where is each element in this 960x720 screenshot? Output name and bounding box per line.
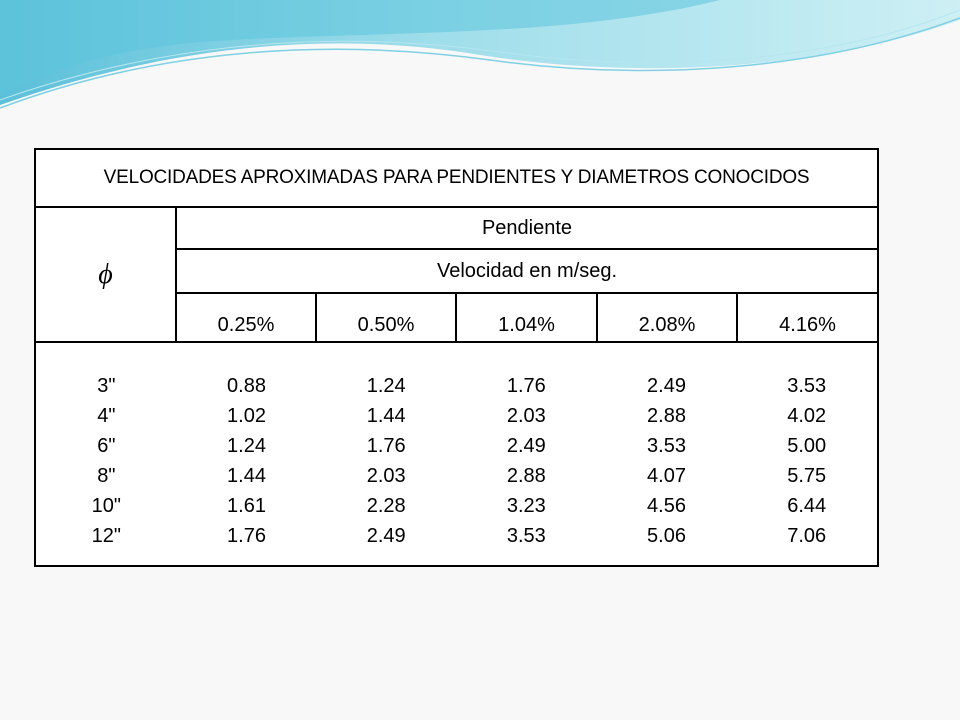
velocity-value: 6.44 <box>787 495 827 517</box>
velocity-column-4.16: 3.53 4.02 5.00 5.75 6.44 7.06 <box>736 371 876 551</box>
velocity-value: 7.06 <box>787 525 827 547</box>
velocity-value: 2.03 <box>506 405 546 427</box>
velocity-value: 4.02 <box>787 405 827 427</box>
diameter-value: 10" <box>91 495 122 517</box>
diameter-value: 8" <box>97 465 116 487</box>
diameter-symbol: ϕ <box>34 206 177 343</box>
velocity-value: 1.44 <box>227 465 266 487</box>
velocity-value: 3.23 <box>506 495 546 517</box>
velocity-value: 1.24 <box>227 435 266 457</box>
velocity-value: 2.49 <box>366 525 406 547</box>
header-wave-decoration <box>0 0 960 109</box>
velocity-value: 1.76 <box>227 525 266 547</box>
velocity-value: 2.49 <box>506 435 546 457</box>
velocity-value: 1.61 <box>227 495 266 517</box>
velocity-value: 4.07 <box>647 465 686 487</box>
velocity-value: 0.88 <box>227 375 266 397</box>
velocity-value: 3.53 <box>647 435 686 457</box>
velocity-value: 2.03 <box>366 465 406 487</box>
diameter-value: 6" <box>97 435 116 457</box>
velocity-value: 3.53 <box>787 375 827 397</box>
velocity-value: 2.88 <box>647 405 686 427</box>
velocity-column-0.50: 1.24 1.44 1.76 2.03 2.28 2.49 <box>316 371 456 551</box>
velocity-value: 5.75 <box>787 465 827 487</box>
velocity-value: 1.02 <box>227 405 266 427</box>
diameter-column: 3" 4" 6" 8" 10" 12" <box>37 371 177 551</box>
velocity-value: 2.28 <box>366 495 406 517</box>
diameter-value: 3" <box>97 375 116 397</box>
velocity-column-2.08: 2.49 2.88 3.53 4.07 4.56 5.06 <box>597 371 737 551</box>
velocity-value: 2.49 <box>647 375 686 397</box>
slope-header-cell: 0.25% <box>175 292 317 343</box>
diameter-value: 12" <box>91 525 122 547</box>
velocity-column-1.04: 1.76 2.03 2.49 2.88 3.23 3.53 <box>456 371 597 551</box>
velocity-value: 1.24 <box>366 375 406 397</box>
slope-header-cell: 1.04% <box>455 292 598 343</box>
velocity-column-0.25: 0.88 1.02 1.24 1.44 1.61 1.76 <box>177 371 317 551</box>
velocity-table: VELOCIDADES APROXIMADAS PARA PENDIENTES … <box>33 148 880 567</box>
slope-header-cell: 0.50% <box>315 292 457 343</box>
diameter-value: 4" <box>97 405 116 427</box>
slope-header-cell: 4.16% <box>735 292 880 343</box>
slope-header: Pendiente <box>174 206 880 250</box>
velocity-value: 1.76 <box>366 435 406 457</box>
velocity-value: 1.44 <box>366 405 406 427</box>
velocity-value: 2.88 <box>506 465 546 487</box>
velocity-value: 4.56 <box>647 495 686 517</box>
velocity-value: 5.00 <box>787 435 827 457</box>
velocity-value: 3.53 <box>506 525 546 547</box>
velocity-value: 1.76 <box>506 375 546 397</box>
slope-header-cell: 2.08% <box>596 292 738 343</box>
table-title: VELOCIDADES APROXIMADAS PARA PENDIENTES … <box>33 148 880 208</box>
table-body: 3" 4" 6" 8" 10" 12" 0.88 1.02 1.24 1.44 … <box>33 341 880 567</box>
velocity-header: Velocidad en m/seg. <box>174 248 880 294</box>
velocity-value: 5.06 <box>647 525 686 547</box>
